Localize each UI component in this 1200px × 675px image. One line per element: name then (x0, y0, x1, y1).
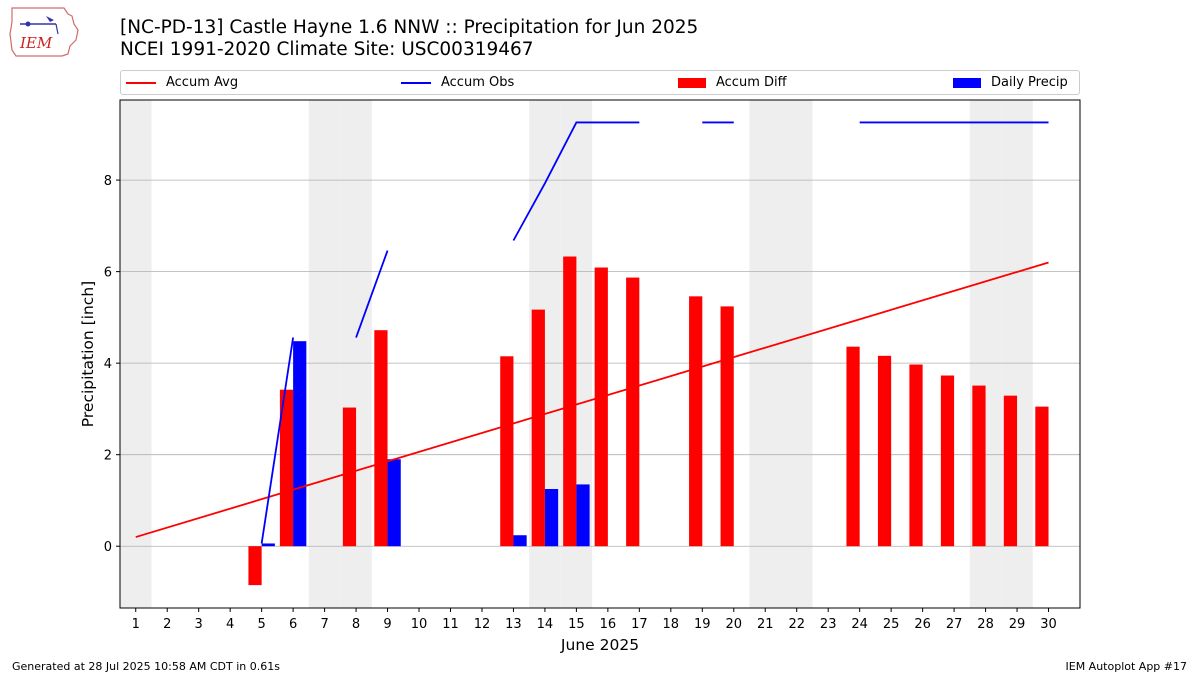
x-tick-label-13: 13 (505, 617, 522, 632)
accum-diff-bar-day-6 (279, 389, 294, 547)
weekend-band-22 (780, 100, 813, 608)
accum-diff-bar-day-15 (563, 256, 577, 547)
accum-diff-bar-day-14 (531, 309, 545, 547)
accum-diff-bar-day-5 (248, 546, 262, 586)
svg-text:IEM: IEM (19, 34, 53, 52)
legend-item-daily-precip: Daily Precip (953, 71, 1068, 94)
y-tick-label-2: 2 (104, 449, 112, 464)
x-tick-label-3: 3 (195, 617, 203, 632)
y-tick-label-0: 0 (104, 540, 112, 555)
x-tick-label-1: 1 (132, 617, 140, 632)
legend-item-accum-diff: Accum Diff (678, 71, 787, 94)
x-tick-label-7: 7 (320, 617, 328, 632)
x-tick-label-22: 22 (788, 617, 805, 632)
x-tick-label-28: 28 (977, 617, 994, 632)
y-tick-label-8: 8 (104, 174, 112, 189)
daily-precip-bar-day-13 (513, 535, 527, 547)
weekend-band-1 (120, 100, 152, 608)
x-tick-label-14: 14 (537, 617, 554, 632)
footer-generated-at: Generated at 28 Jul 2025 10:58 AM CDT in… (12, 660, 280, 673)
chart-title-line-1: [NC-PD-13] Castle Hayne 1.6 NNW :: Preci… (120, 17, 699, 38)
x-tick-label-18: 18 (663, 617, 680, 632)
legend-swatch-accum-obs (401, 81, 431, 84)
x-tick-label-19: 19 (694, 617, 711, 632)
x-tick-label-9: 9 (383, 617, 391, 632)
weekend-band-21 (749, 100, 781, 608)
accum-diff-bar-day-28 (972, 385, 986, 547)
x-tick-label-27: 27 (946, 617, 963, 632)
x-tick-label-11: 11 (442, 617, 459, 632)
weekend-band-7 (308, 100, 341, 608)
accum-diff-bar-day-17 (626, 277, 640, 547)
daily-precip-bar-day-9 (387, 459, 401, 547)
x-tick-label-6: 6 (289, 617, 297, 632)
accum-diff-bar-day-30 (1035, 406, 1049, 547)
accum-diff-bar-day-29 (1003, 395, 1018, 547)
accum-diff-bar-day-19 (689, 296, 703, 547)
daily-precip-bar-day-14 (544, 489, 559, 547)
x-tick-label-23: 23 (820, 617, 837, 632)
x-tick-label-12: 12 (474, 617, 491, 632)
accum-diff-bar-day-9 (374, 330, 388, 547)
x-tick-label-20: 20 (725, 617, 742, 632)
accum-diff-bar-day-24 (846, 346, 860, 547)
chart-title-line-2: NCEI 1991-2020 Climate Site: USC00319467 (120, 39, 534, 60)
y-tick-label-6: 6 (104, 266, 112, 281)
x-tick-label-21: 21 (757, 617, 774, 632)
x-tick-label-29: 29 (1009, 617, 1026, 632)
x-tick-label-10: 10 (411, 617, 428, 632)
legend-label-daily-precip: Daily Precip (991, 75, 1068, 90)
x-tick-label-24: 24 (851, 617, 868, 632)
y-tick-label-4: 4 (104, 357, 112, 372)
x-tick-label-15: 15 (568, 617, 585, 632)
footer-app-id: IEM Autoplot App #17 (1065, 660, 1188, 673)
x-tick-label-26: 26 (914, 617, 931, 632)
y-axis-label: Precipitation [inch] (79, 281, 97, 427)
x-tick-label-17: 17 (631, 617, 648, 632)
accum-diff-bar-day-26 (909, 364, 923, 547)
legend-label-accum-avg: Accum Avg (166, 75, 239, 90)
accum-avg-line (135, 261, 1049, 538)
daily-precip-bar-day-5 (261, 543, 275, 547)
legend-swatch-daily-precip (953, 77, 981, 88)
legend-label-accum-diff: Accum Diff (716, 75, 787, 90)
accum-diff-bar-day-8 (342, 407, 357, 547)
accum-diff-bar-day-27 (940, 375, 955, 547)
x-tick-label-4: 4 (226, 617, 234, 632)
x-axis-label: June 2025 (560, 636, 639, 654)
daily-precip-bar-day-15 (576, 484, 590, 547)
legend-swatch-accum-avg (126, 81, 156, 84)
daily-precip-bar-day-6 (293, 341, 307, 547)
accum-obs-line-segment-2 (355, 250, 389, 338)
x-tick-label-5: 5 (257, 617, 265, 632)
accum-diff-bar-day-25 (877, 355, 892, 547)
iem-logo: IEM (9, 7, 79, 57)
accum-diff-bar-day-13 (500, 356, 514, 547)
x-tick-label-8: 8 (352, 617, 360, 632)
x-tick-label-16: 16 (600, 617, 617, 632)
accum-obs-line-segment-1 (260, 337, 295, 544)
accum-diff-bar-day-20 (720, 306, 734, 547)
legend-item-accum-obs: Accum Obs (401, 71, 514, 94)
chart-legend: Accum Avg Accum Obs Accum Diff Daily Pre… (120, 70, 1080, 95)
x-tick-label-25: 25 (883, 617, 900, 632)
legend-label-accum-obs: Accum Obs (441, 75, 515, 90)
x-tick-label-30: 30 (1040, 617, 1057, 632)
plot-frame (119, 99, 1081, 609)
legend-swatch-accum-diff (678, 77, 706, 88)
legend-item-accum-avg: Accum Avg (126, 71, 238, 94)
accum-obs-line-segment-3 (512, 121, 640, 241)
x-tick-label-2: 2 (163, 617, 171, 632)
accum-diff-bar-day-16 (594, 267, 608, 547)
